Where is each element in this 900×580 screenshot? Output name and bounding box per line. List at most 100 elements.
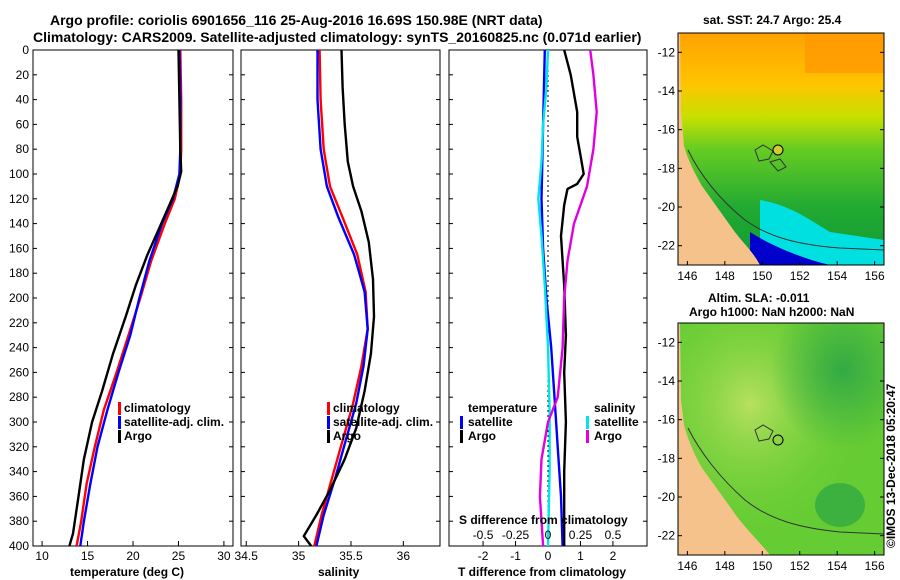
legend-label-satellite: satellite-adj. clim. xyxy=(333,415,433,429)
temperature-panel: 0204060801001201401601802002202402602803… xyxy=(9,43,233,579)
s-difference-xlabel: S difference from climatology xyxy=(459,513,628,527)
s-tick-label: 0.25 xyxy=(569,528,593,542)
x-tick-label: 20 xyxy=(126,549,140,563)
map-x-tick-label: 148 xyxy=(715,559,735,573)
map-y-tick-label: -22 xyxy=(658,239,676,253)
sla-map-panel: Altim. SLA: -0.011 Argo h1000: NaN h2000… xyxy=(658,291,885,573)
sla-map-title: Altim. SLA: -0.011 xyxy=(708,291,810,305)
map-x-tick-label: 150 xyxy=(752,269,772,283)
map-x-tick-label: 150 xyxy=(752,559,772,573)
salinity-panel: 34.5 35 35.5 36 salinity climatology satell… xyxy=(235,50,440,579)
y-tick-label: 320 xyxy=(9,440,29,454)
map-y-tick-label: -20 xyxy=(658,200,676,214)
x-tick-label: 36 xyxy=(397,549,411,563)
x-tick-label: 0 xyxy=(545,549,552,563)
legend-swatch-argo xyxy=(327,430,330,443)
legend-label-climatology: climatology xyxy=(124,401,191,415)
figure: Argo profile: coriolis 6901656_116 25-Au… xyxy=(0,0,900,580)
s-tick-label: 0 xyxy=(545,528,552,542)
header-line1: Argo profile: coriolis 6901656_116 25-Au… xyxy=(50,12,543,28)
map-y-tick-label: -16 xyxy=(658,413,676,427)
argo-location-marker xyxy=(773,145,783,155)
x-tick-label: -1 xyxy=(510,549,521,563)
legend-label-t-argo: Argo xyxy=(468,429,496,443)
legend-swatch-satellite xyxy=(118,416,121,429)
sla-map-subtitle: Argo h1000: NaN h2000: NaN xyxy=(689,305,854,319)
imos-timestamp: ©IMOS 13-Dec-2018 05:20:47 xyxy=(884,383,898,548)
salinity-plot-frame xyxy=(241,50,440,546)
map-y-tick-label: -20 xyxy=(658,490,676,504)
legend-label-t-satellite: satellite xyxy=(468,415,513,429)
s-tick-label: 0.5 xyxy=(605,528,622,542)
y-tick-label: 200 xyxy=(9,291,29,305)
legend-label-s-argo: Argo xyxy=(594,429,622,443)
sla-low-region xyxy=(815,483,865,527)
sst-map-title: sat. SST: 24.7 Argo: 25.4 xyxy=(703,13,842,27)
legend-swatch-satellite xyxy=(327,416,330,429)
y-tick-label: 140 xyxy=(9,217,29,231)
y-tick-label: 180 xyxy=(9,266,29,280)
legend-swatch-s-argo xyxy=(586,430,589,443)
map-x-tick-label: 152 xyxy=(790,269,810,283)
map-x-tick-label: 146 xyxy=(677,269,697,283)
x-tick-label: 35.5 xyxy=(339,549,363,563)
y-tick-label: 0 xyxy=(22,43,29,57)
legend-label-argo: Argo xyxy=(333,429,361,443)
salinity-xlabel: salinity xyxy=(318,565,360,579)
map-y-tick-label: -18 xyxy=(658,451,676,465)
map-y-tick-label: -12 xyxy=(658,45,676,59)
map-y-tick-label: -16 xyxy=(658,123,676,137)
s-tick-label: -0.5 xyxy=(473,528,494,542)
legend-label-satellite: satellite-adj. clim. xyxy=(124,415,224,429)
temperature-plot-frame xyxy=(33,50,233,546)
legend-title-temperature: temperature xyxy=(468,401,538,415)
y-tick-label: 220 xyxy=(9,316,29,330)
legend-swatch-argo xyxy=(118,430,121,443)
legend-label-climatology: climatology xyxy=(333,401,400,415)
x-tick-label: 2 xyxy=(610,549,617,563)
y-tick-label: 380 xyxy=(9,514,29,528)
temperature-xlabel: temperature (deg C) xyxy=(70,565,184,579)
y-tick-label: 360 xyxy=(9,489,29,503)
difference-panel: -2 -1 0 1 2 -0.5 -0.25 0 0.25 0.5 S difference f… xyxy=(449,50,647,579)
map-y-tick-label: -14 xyxy=(658,84,676,98)
map-y-tick-label: -18 xyxy=(658,161,676,175)
y-tick-label: 340 xyxy=(9,465,29,479)
sla-map-field xyxy=(678,323,884,555)
y-tick-label: 120 xyxy=(9,192,29,206)
sst-map-panel: sat. SST: 24.7 Argo: 25.4 146 148 150 152 15… xyxy=(658,13,885,283)
y-tick-label: 60 xyxy=(16,117,30,131)
legend-swatch-climatology xyxy=(327,402,330,415)
map-x-tick-label: 152 xyxy=(790,559,810,573)
y-tick-label: 160 xyxy=(9,241,29,255)
y-tick-label: 400 xyxy=(9,539,29,553)
legend-label-argo: Argo xyxy=(124,429,152,443)
y-tick-label: 240 xyxy=(9,341,29,355)
sst-warm-patch xyxy=(805,33,884,73)
header-line2: Climatology: CARS2009. Satellite-adjuste… xyxy=(33,29,641,45)
y-tick-label: 20 xyxy=(16,68,30,82)
legend-swatch-climatology xyxy=(118,402,121,415)
x-tick-label: -2 xyxy=(478,549,489,563)
map-x-tick-label: 156 xyxy=(865,269,885,283)
map-y-tick-label: -22 xyxy=(658,529,676,543)
y-tick-label: 280 xyxy=(9,390,29,404)
map-x-tick-label: 154 xyxy=(827,559,847,573)
x-tick-label: 30 xyxy=(217,549,231,563)
y-tick-label: 80 xyxy=(16,142,30,156)
s-tick-label: -0.25 xyxy=(502,528,530,542)
x-tick-label: 1 xyxy=(577,549,584,563)
x-tick-label: 34.5 xyxy=(235,549,259,563)
map-x-tick-label: 148 xyxy=(715,269,735,283)
map-y-tick-label: -14 xyxy=(658,374,676,388)
y-tick-label: 100 xyxy=(9,167,29,181)
x-tick-label: 25 xyxy=(172,549,186,563)
map-x-tick-label: 146 xyxy=(677,559,697,573)
legend-title-salinity: salinity xyxy=(594,401,636,415)
y-tick-label: 300 xyxy=(9,415,29,429)
legend-label-s-satellite: satellite xyxy=(594,415,639,429)
legend-swatch-s-satellite xyxy=(586,416,589,429)
y-tick-label: 260 xyxy=(9,365,29,379)
map-x-tick-label: 156 xyxy=(865,559,885,573)
legend-swatch-t-satellite xyxy=(460,416,463,429)
